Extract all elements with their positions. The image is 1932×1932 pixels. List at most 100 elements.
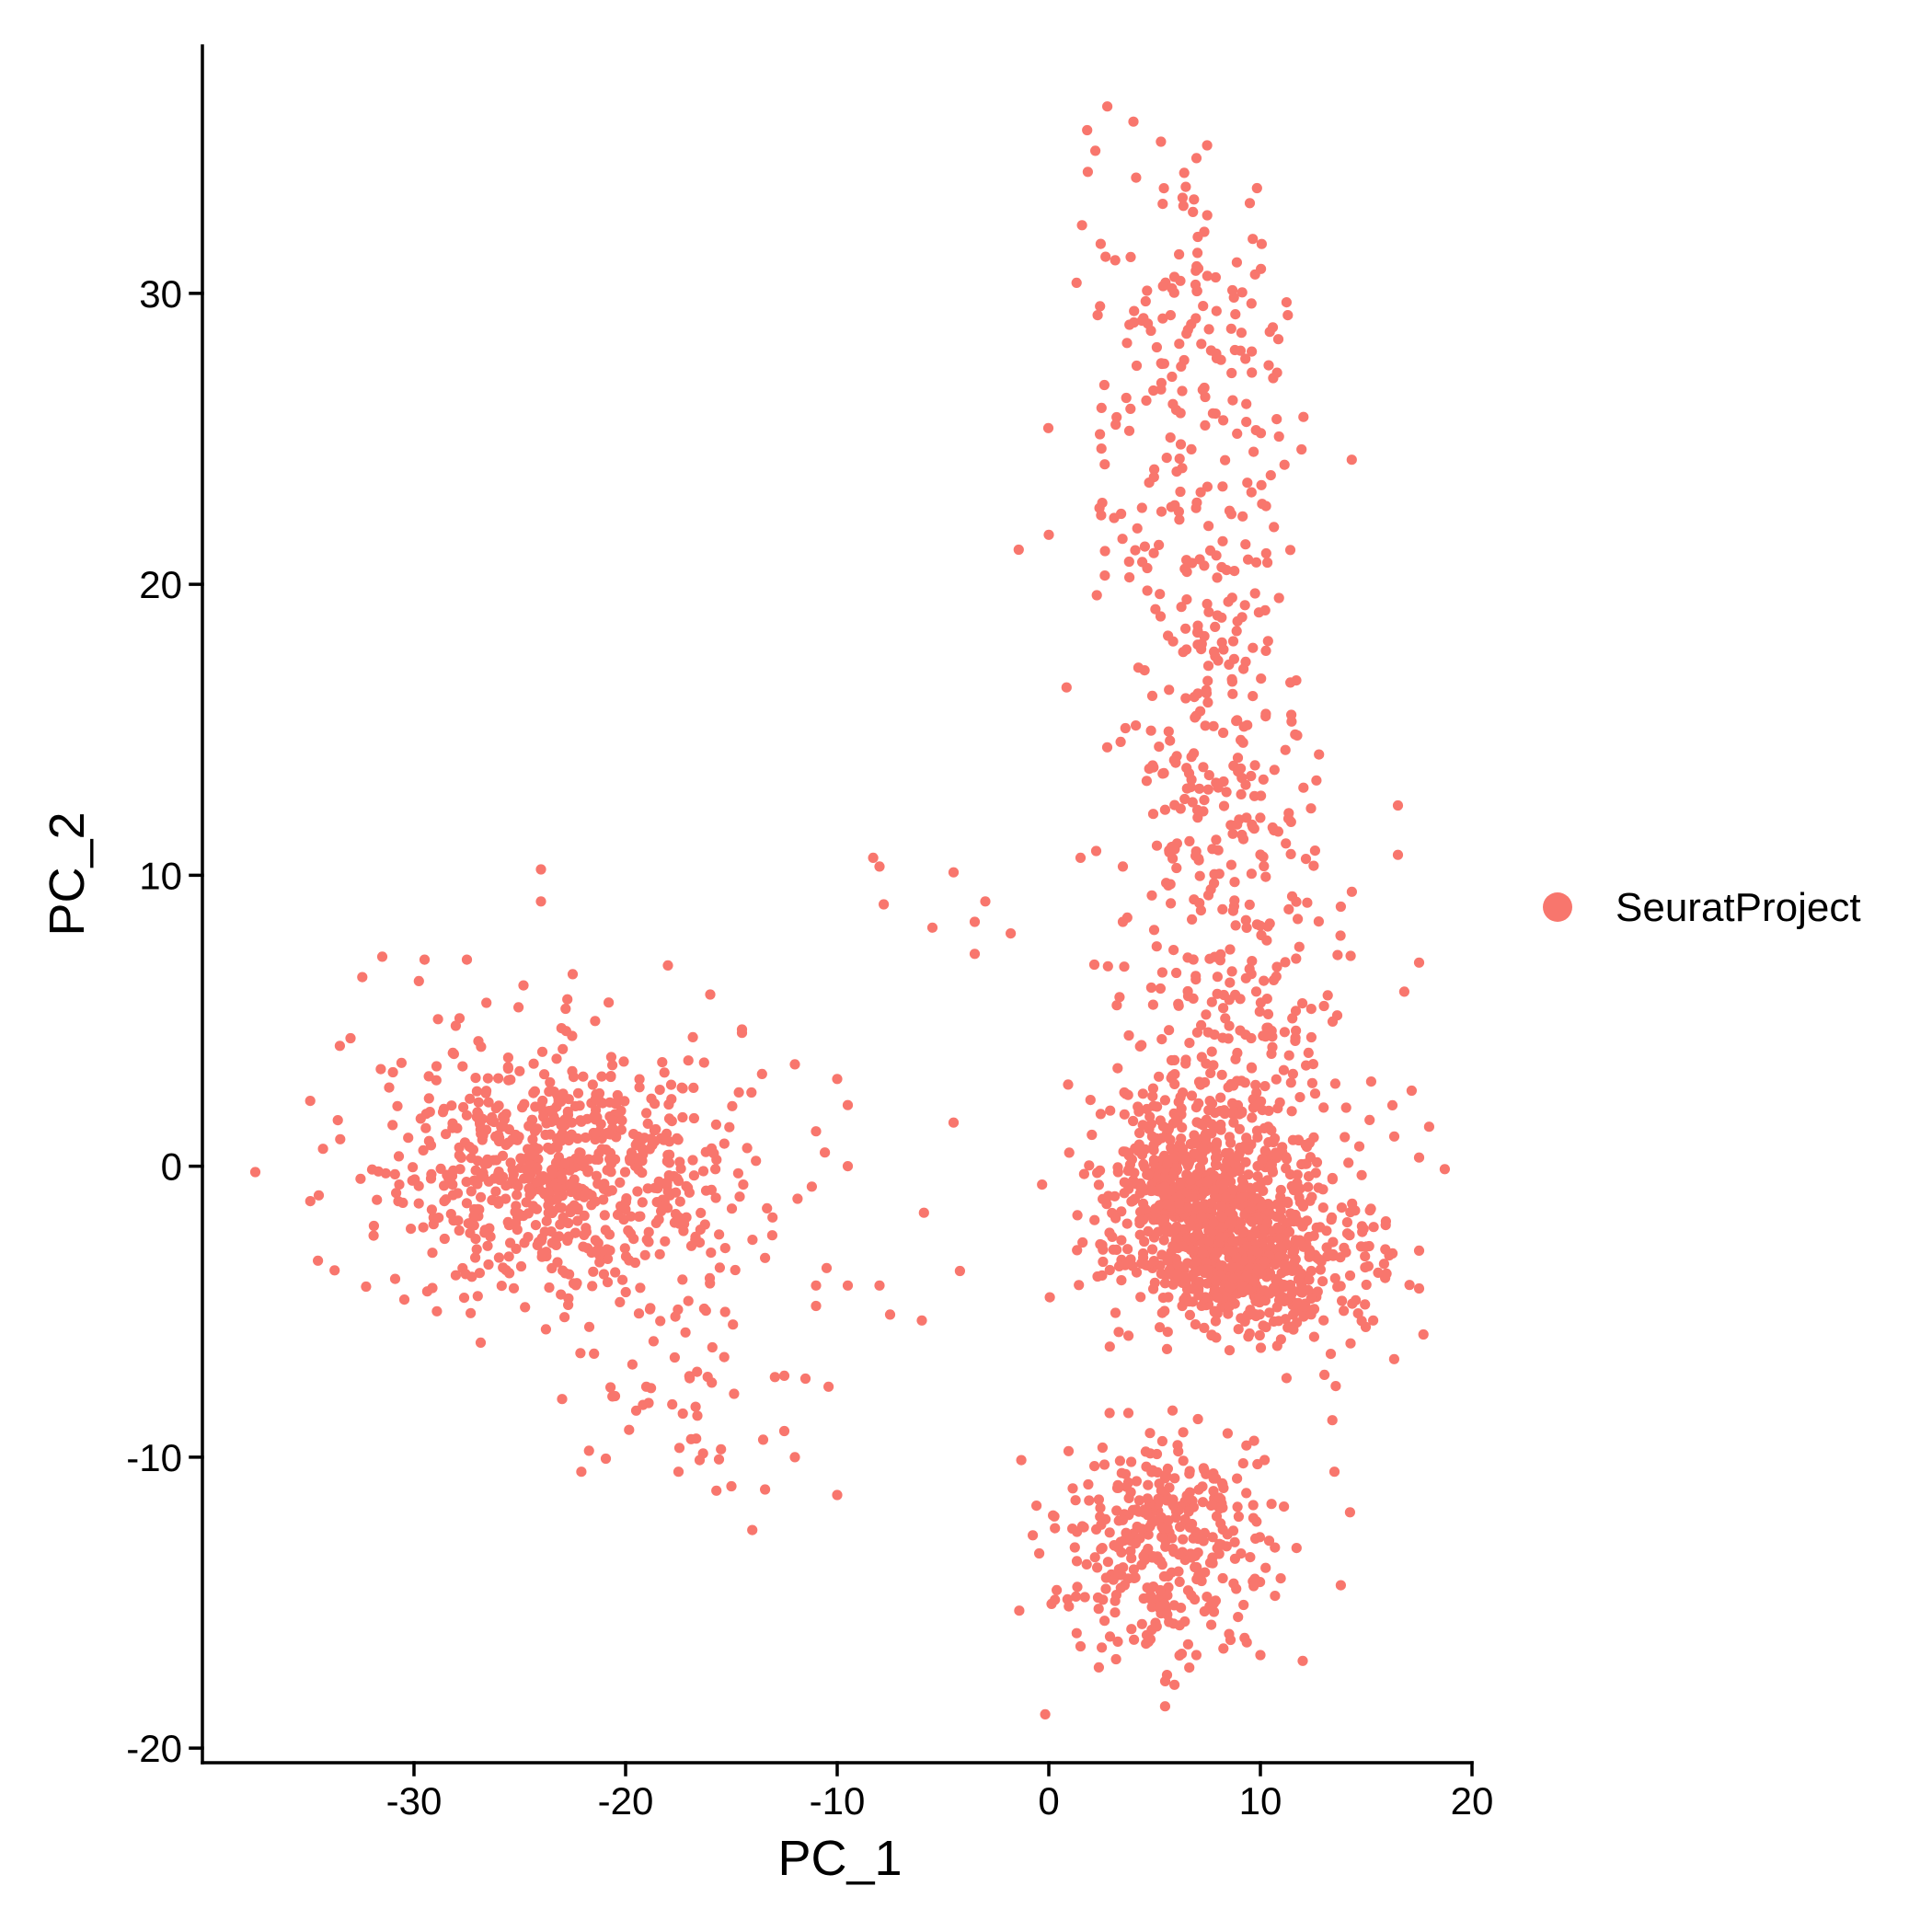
data-point	[1102, 101, 1113, 112]
data-point	[1181, 328, 1192, 339]
data-point	[1072, 1245, 1083, 1256]
data-point	[1156, 1034, 1167, 1045]
data-point	[1202, 140, 1213, 151]
data-point	[1229, 895, 1240, 906]
data-point	[1242, 719, 1253, 730]
data-point	[1413, 957, 1425, 968]
data-point	[1211, 1511, 1223, 1522]
data-point	[1423, 1121, 1434, 1133]
data-point	[1231, 257, 1242, 268]
data-point	[615, 1177, 626, 1188]
data-point	[1136, 1181, 1147, 1192]
data-point	[1130, 545, 1141, 556]
data-point	[1175, 439, 1187, 450]
data-point	[1242, 477, 1253, 489]
data-point	[472, 1291, 483, 1302]
data-point	[1237, 737, 1248, 748]
data-point	[1294, 941, 1305, 952]
data-point	[334, 1041, 345, 1052]
data-point	[1174, 1198, 1185, 1209]
data-point	[615, 1296, 626, 1307]
x-tick-label: -20	[598, 1779, 654, 1823]
data-point	[394, 1179, 405, 1190]
data-point	[1126, 1196, 1137, 1207]
data-point	[708, 1148, 719, 1159]
data-point	[1094, 502, 1105, 513]
data-point	[1290, 1006, 1302, 1017]
data-point	[605, 1071, 616, 1083]
x-tick-label: 0	[1038, 1779, 1059, 1823]
data-point	[1306, 1191, 1317, 1202]
data-point	[1120, 1468, 1132, 1479]
data-point	[1221, 1191, 1232, 1202]
data-point	[1281, 1373, 1292, 1384]
data-point	[514, 1065, 525, 1076]
data-point	[1231, 716, 1242, 727]
data-point	[1269, 825, 1280, 836]
y-tick-label: 0	[161, 1145, 182, 1189]
data-point	[1070, 1591, 1082, 1602]
data-point	[653, 1214, 664, 1225]
data-point	[1198, 1185, 1209, 1196]
data-point	[473, 1097, 484, 1108]
data-point	[487, 1194, 498, 1206]
data-point	[1378, 1259, 1389, 1270]
data-point	[1097, 1642, 1108, 1653]
data-point	[1347, 1198, 1358, 1209]
data-point	[1121, 392, 1132, 404]
data-point	[564, 1269, 575, 1280]
data-point	[589, 1110, 600, 1121]
x-tick-label: 10	[1239, 1779, 1282, 1823]
data-point	[1166, 898, 1177, 909]
data-point	[1164, 1482, 1175, 1493]
data-point	[1163, 1292, 1174, 1303]
data-point	[1197, 1248, 1209, 1259]
data-point	[645, 1303, 656, 1314]
data-point	[389, 1168, 400, 1179]
data-point	[1077, 1236, 1088, 1248]
data-point	[1212, 972, 1223, 983]
data-point	[1210, 1316, 1221, 1327]
data-point	[1181, 567, 1192, 578]
data-point	[1221, 787, 1232, 798]
data-point	[687, 1031, 698, 1042]
data-point	[1155, 611, 1167, 622]
data-point	[1272, 1223, 1283, 1234]
data-point	[1095, 1109, 1106, 1120]
data-point	[1291, 1298, 1302, 1309]
data-point	[1102, 1557, 1113, 1568]
data-point	[1274, 1241, 1286, 1252]
data-point	[1210, 1283, 1221, 1294]
data-point	[345, 1032, 356, 1044]
data-point	[1244, 1328, 1255, 1340]
data-point	[512, 1190, 523, 1201]
data-point	[1264, 1307, 1275, 1318]
data-point	[690, 1234, 701, 1245]
data-point	[733, 1087, 744, 1098]
data-point	[590, 1128, 601, 1139]
data-point	[1308, 1331, 1319, 1342]
data-point	[1179, 354, 1190, 366]
data-point	[1099, 1616, 1110, 1627]
data-point	[1115, 736, 1126, 748]
data-point	[799, 1373, 811, 1385]
data-point	[1159, 804, 1170, 815]
data-point	[1174, 248, 1185, 260]
data-point	[688, 1082, 699, 1093]
x-tick-label: -10	[810, 1779, 866, 1823]
data-point	[1169, 500, 1180, 511]
data-point	[1199, 1605, 1210, 1617]
data-point	[1155, 589, 1166, 600]
data-point	[1167, 282, 1178, 293]
data-point	[615, 1124, 627, 1135]
data-point	[694, 1455, 706, 1466]
data-point	[602, 1277, 614, 1288]
data-point	[1149, 1277, 1160, 1288]
data-point	[527, 1133, 538, 1145]
data-point	[1224, 1301, 1235, 1312]
data-point	[1212, 1122, 1223, 1133]
data-point	[1269, 522, 1280, 533]
data-point	[1082, 167, 1093, 178]
data-point	[655, 1316, 666, 1327]
data-point	[1192, 263, 1204, 274]
